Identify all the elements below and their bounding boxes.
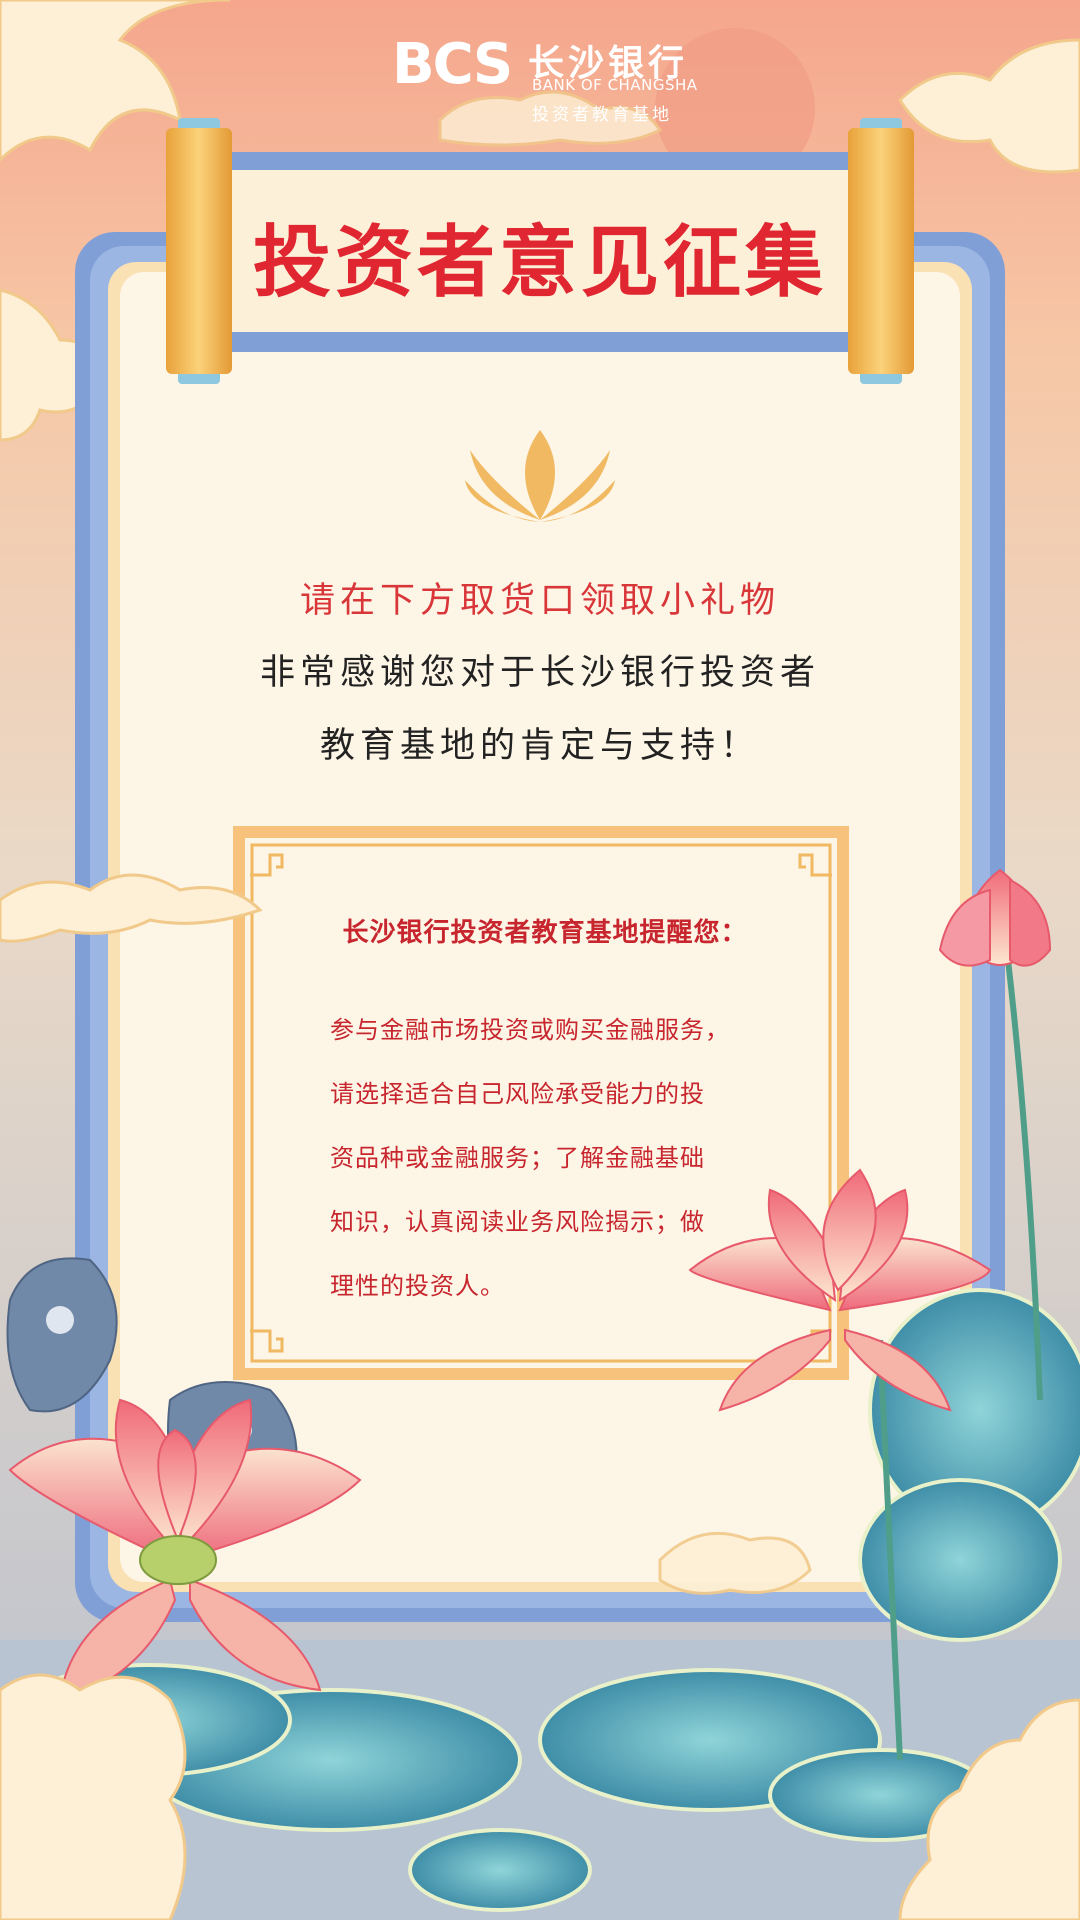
thanks-message-line-2: 教育基地的肯定与支持！ bbox=[319, 726, 760, 766]
bank-name: 长沙银行 bbox=[528, 43, 689, 84]
gift-pickup-notice: 请在下方取货口领取小礼物 bbox=[299, 581, 780, 621]
reminder-line: 资品种或金融服务；了解金融基础 bbox=[330, 1144, 705, 1172]
reminder-line: 请选择适合自己风险承受能力的投 bbox=[330, 1080, 705, 1108]
bcs-logo-mark: BCS bbox=[392, 32, 513, 97]
reminder-line: 参与金融市场投资或购买金融服务， bbox=[330, 1016, 730, 1044]
reminder-line: 理性的投资人。 bbox=[330, 1272, 505, 1300]
bank-name-english: BANK OF CHANGSHA bbox=[532, 76, 698, 94]
header-subtitle: 投资者教育基地 bbox=[532, 105, 672, 125]
reminder-line: 知识，认真阅读业务风险揭示；做 bbox=[330, 1208, 705, 1236]
page-title: 投资者意见征集 bbox=[252, 217, 827, 308]
thanks-message-line-1: 非常感谢您对于长沙银行投资者 bbox=[259, 653, 820, 693]
reminder-title: 长沙银行投资者教育基地提醒您： bbox=[342, 918, 748, 948]
lotus-icon bbox=[465, 430, 615, 522]
